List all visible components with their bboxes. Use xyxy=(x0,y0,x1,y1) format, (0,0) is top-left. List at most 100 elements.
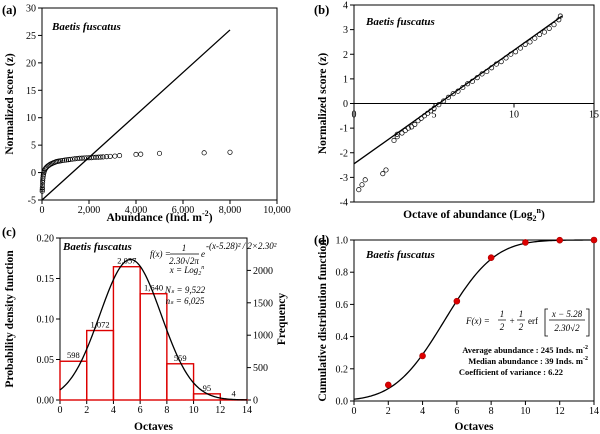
d-x-tick-label-1: 2 xyxy=(386,406,391,417)
pdf-x-definition-sup: n xyxy=(201,265,204,271)
d-y-tick-label-0: 0.0 xyxy=(336,397,349,408)
c-bar-label-4: 559 xyxy=(174,353,187,363)
c-x-tick-label-1: 2 xyxy=(84,405,89,416)
panel-b-marks: 0 5 10 15 -4 -3 -2 -1 0 1 2 3 4 xyxy=(340,1,599,209)
cdf-equation-term1-denominator: 2 xyxy=(500,322,505,332)
b-data-point xyxy=(391,137,397,143)
panel-c-marks: 0 2 4 6 8 10 12 140.000.050.100.150.20050010001… xyxy=(37,234,274,417)
d-statistic-0: Average abundance : 245 Inds. m-2 xyxy=(462,345,588,355)
panel-c-x-axis-label: Octaves xyxy=(134,421,173,433)
b-data-point xyxy=(557,13,563,19)
panel-a-x-axis-label-sup: -2 xyxy=(202,209,209,218)
b-data-point xyxy=(498,59,504,65)
b-data-point xyxy=(383,167,389,173)
pdf-equation-base: e xyxy=(201,249,205,259)
c-y-tick-label-0: 0.00 xyxy=(37,396,55,407)
c-bar-label-6: 4 xyxy=(232,389,237,399)
pdf-Ns-value: Nₛ = 9,522 xyxy=(164,285,206,295)
d-statistic-text: Coefficient of variance : 6.22 xyxy=(459,367,563,377)
panel-d-species: Baetis fuscatus xyxy=(365,249,435,261)
c-bar-3 xyxy=(139,293,168,401)
a-y-tick-label-4: 15 xyxy=(26,86,36,97)
b-data-point xyxy=(356,187,362,193)
panel-d-equation: F(x) = 1 2 + 1 2 erf x − 5.28 2.30√2 xyxy=(465,308,590,337)
b-data-point xyxy=(441,98,447,104)
panel-c-label: (c) xyxy=(2,225,16,239)
a-reference-line xyxy=(41,29,231,201)
b-data-point xyxy=(484,68,490,75)
d-data-point xyxy=(590,236,598,244)
d-statistic-text: Median abundance : 39 Inds. m xyxy=(468,356,583,366)
d-x-tick-label-5: 10 xyxy=(520,406,530,417)
pdf-equation-denominator: 2.30√2π xyxy=(169,256,199,266)
c-y-right-tick-label-4: 2000 xyxy=(253,266,273,277)
d-x-tick-label-4: 8 xyxy=(489,406,494,417)
b-data-point xyxy=(405,125,411,131)
panel-a: (a) 0 2,000 4,000 6,000 8,000 10,000 -5 0 5 10 15 2… xyxy=(2,3,291,224)
pdf-ns-value: nₛ = 6,025 xyxy=(166,296,205,306)
b-y-tick-label-1: -3 xyxy=(340,173,348,184)
a-data-point xyxy=(63,157,69,163)
a-data-point xyxy=(112,153,118,159)
b-data-point xyxy=(537,31,543,38)
b-data-point xyxy=(431,105,437,111)
b-data-point xyxy=(399,130,405,136)
a-data-point xyxy=(201,150,207,156)
cdf-equation-term2-denominator: 2 xyxy=(519,322,524,332)
b-data-point xyxy=(522,41,528,47)
panel-c-species: Baetis fuscatus xyxy=(62,241,132,253)
panel-c-y-axis-label: Probability density function xyxy=(4,250,16,388)
c-y-tick-label-3: 0.15 xyxy=(37,274,55,285)
b-data-point xyxy=(541,29,547,35)
b-x-tick-label-0: 0 xyxy=(352,110,357,121)
panel-d-plot-frame xyxy=(353,239,595,402)
a-data-point xyxy=(133,151,139,158)
panel-b-x-axis-label: Octave of abundance (Log2n) xyxy=(403,206,545,223)
d-cdf-curve xyxy=(353,239,594,400)
panel-a-species: Baetis fuscatus xyxy=(51,21,121,33)
b-data-point xyxy=(394,134,400,140)
cdf-equation-term2-numerator: 1 xyxy=(519,309,524,319)
b-y-tick-label-7: 3 xyxy=(343,25,348,36)
b-x-tick-label-1: 5 xyxy=(432,110,437,121)
b-data-point xyxy=(551,22,557,28)
cdf-equation-erf: erf xyxy=(528,316,538,326)
b-data-point xyxy=(479,71,485,77)
panel-b-x-axis-label-text: Octave of abundance (Log xyxy=(403,209,533,221)
b-data-point xyxy=(425,110,431,116)
panel-b-species: Baetis fuscatus xyxy=(365,16,435,28)
b-data-point xyxy=(493,61,499,67)
d-x-tick-label-2: 4 xyxy=(420,406,425,417)
pdf-equation-x-definition: x = Log2n xyxy=(169,265,205,277)
d-x-tick-label-7: 14 xyxy=(589,406,599,417)
d-statistic-text: Average abundance : 245 Inds. m xyxy=(462,345,583,355)
b-reference-line xyxy=(353,15,563,165)
d-data-point xyxy=(487,254,495,262)
b-data-point xyxy=(469,78,475,84)
b-data-point xyxy=(503,55,509,61)
c-bar-label-0: 598 xyxy=(67,350,80,360)
a-x-tick-label-1: 2,000 xyxy=(78,205,101,216)
b-y-tick-label-6: 2 xyxy=(343,50,348,61)
a-x-tick-label-5: 10,000 xyxy=(263,205,291,216)
panel-a-x-axis-label-end: ) xyxy=(209,212,213,224)
b-data-point xyxy=(436,102,442,108)
b-data-point xyxy=(455,88,461,94)
panel-a-x-axis-label-text: Abundance (Ind. m xyxy=(106,212,202,224)
a-data-point xyxy=(60,157,66,164)
a-x-tick-label-2: 4,000 xyxy=(125,205,148,216)
panel-d: (d) 0 2 4 6 8 10 12 140.00.20.40.60.81.0 Baetis… xyxy=(314,233,599,433)
c-x-tick-label-7: 14 xyxy=(242,405,252,416)
panel-d-label: (d) xyxy=(314,233,329,247)
panel-c-plot-frame xyxy=(59,237,248,401)
d-y-tick-label-2: 0.4 xyxy=(336,332,349,343)
d-y-tick-label-5: 1.0 xyxy=(336,236,349,247)
a-x-tick-label-0: 0 xyxy=(40,205,45,216)
b-data-point xyxy=(415,118,421,124)
c-x-tick-label-4: 8 xyxy=(164,405,169,416)
b-data-point xyxy=(474,75,480,81)
b-data-point xyxy=(489,65,495,71)
a-y-tick-label-2: 5 xyxy=(31,141,36,152)
c-y-tick-label-4: 0.20 xyxy=(37,234,55,245)
